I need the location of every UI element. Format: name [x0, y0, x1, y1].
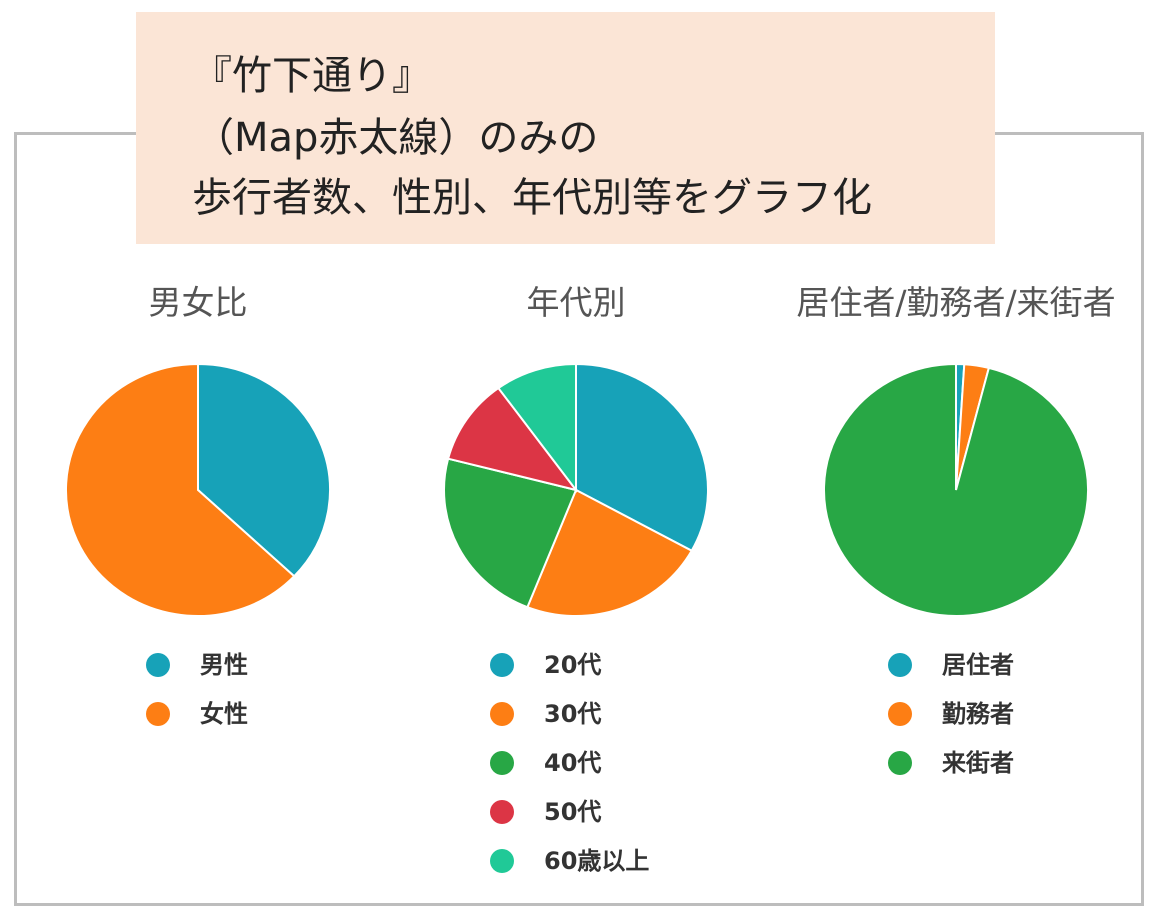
pie-slice-age-0 [575, 362, 709, 553]
legend-dot-icon [888, 751, 912, 775]
legend-label: 20代 [544, 651, 602, 679]
legend-dot-icon [490, 751, 514, 775]
banner-line-1: 『竹下通り』 [192, 53, 432, 99]
pie-chart-gender [65, 362, 331, 617]
legend-label: 40代 [544, 749, 602, 777]
legend-dot-icon [888, 702, 912, 726]
legend-label: 来街者 [942, 749, 1014, 777]
legend-dot-icon [146, 702, 170, 726]
legend-label: 男性 [200, 651, 248, 679]
chart-title-age: 年代別 [526, 283, 626, 322]
legend-label: 勤務者 [942, 700, 1014, 728]
legend-dot-icon [490, 800, 514, 824]
legend-label: 50代 [544, 798, 602, 826]
pie-slice-gender-0 [197, 362, 331, 578]
chart-title-gender: 男女比 [148, 283, 248, 322]
pie-slice-age-4 [496, 362, 577, 493]
pie-slice-age-1 [526, 488, 694, 617]
legend-dot-icon [490, 702, 514, 726]
pie-slice-visitor-type-2 [823, 362, 1089, 617]
title-banner: 『竹下通り』 （Map赤太線）のみの 歩行者数、性別、年代別等をグラフ化 [136, 12, 995, 244]
pie-slice-age-2 [443, 457, 578, 609]
legend-label: 女性 [200, 700, 248, 728]
legend-label: 居住者 [942, 651, 1014, 679]
pie-chart-visitor-type [823, 362, 1089, 617]
legend-label: 60歳以上 [544, 847, 650, 875]
banner-line-3: 歩行者数、性別、年代別等をグラフ化 [192, 175, 872, 221]
legend-dot-icon [146, 653, 170, 677]
pie-slice-gender-1 [65, 362, 296, 617]
banner-line-2: （Map赤太線）のみの [194, 115, 599, 161]
chart-title-visitor-type: 居住者/勤務者/来街者 [796, 283, 1116, 322]
legend-dot-icon [490, 653, 514, 677]
legend-label: 30代 [544, 700, 602, 728]
legend-dot-icon [490, 849, 514, 873]
pie-chart-age [443, 362, 709, 617]
legend-dot-icon [888, 653, 912, 677]
pie-slice-age-3 [446, 386, 579, 492]
